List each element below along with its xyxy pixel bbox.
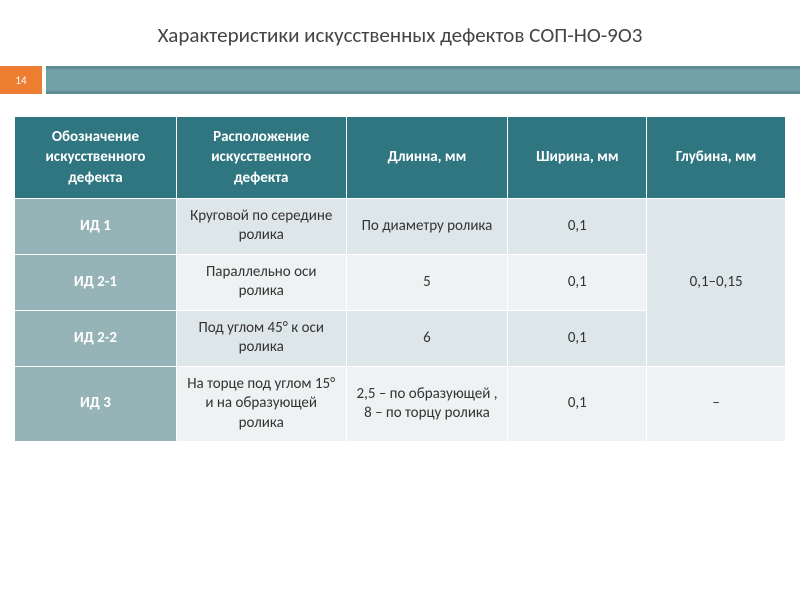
cell-length: 6 — [346, 310, 508, 366]
col-header-depth: Глубина, мм — [647, 117, 786, 199]
slide: Характеристики искусственных дефектов СО… — [0, 0, 800, 600]
defects-table: Обозначение искусственного дефекта Распо… — [14, 116, 786, 442]
col-header-width: Ширина, мм — [508, 117, 647, 199]
cell-location: Параллельно оси ролика — [176, 254, 346, 310]
cell-width: 0,1 — [508, 254, 647, 310]
table-container: Обозначение искусственного дефекта Распо… — [0, 94, 800, 442]
cell-location: На торце под углом 15° и на образующей р… — [176, 366, 346, 442]
col-header-length: Длинна, мм — [346, 117, 508, 199]
cell-width: 0,1 — [508, 310, 647, 366]
cell-id: ИД 2-1 — [15, 254, 177, 310]
page-title: Характеристики искусственных дефектов СО… — [0, 0, 800, 66]
cell-depth: – — [647, 366, 786, 442]
col-header-location: Расположение искусственного дефекта — [176, 117, 346, 199]
cell-id: ИД 3 — [15, 366, 177, 442]
cell-depth-merged: 0,1–0,15 — [647, 198, 786, 366]
title-divider: 14 — [0, 66, 800, 94]
divider-bar — [46, 66, 800, 94]
page-number-badge: 14 — [0, 66, 42, 94]
table-row: ИД 3 На торце под углом 15° и на образую… — [15, 366, 786, 442]
cell-length: 2,5 – по образующей , 8 – по торцу ролик… — [346, 366, 508, 442]
cell-location: Под углом 45° к оси ролика — [176, 310, 346, 366]
table-row: ИД 1 Круговой по середине ролика По диам… — [15, 198, 786, 254]
col-header-id: Обозначение искусственного дефекта — [15, 117, 177, 199]
cell-id: ИД 2-2 — [15, 310, 177, 366]
cell-width: 0,1 — [508, 366, 647, 442]
cell-length: 5 — [346, 254, 508, 310]
table-header-row: Обозначение искусственного дефекта Распо… — [15, 117, 786, 199]
cell-location: Круговой по середине ролика — [176, 198, 346, 254]
cell-width: 0,1 — [508, 198, 647, 254]
cell-length: По диаметру ролика — [346, 198, 508, 254]
cell-id: ИД 1 — [15, 198, 177, 254]
